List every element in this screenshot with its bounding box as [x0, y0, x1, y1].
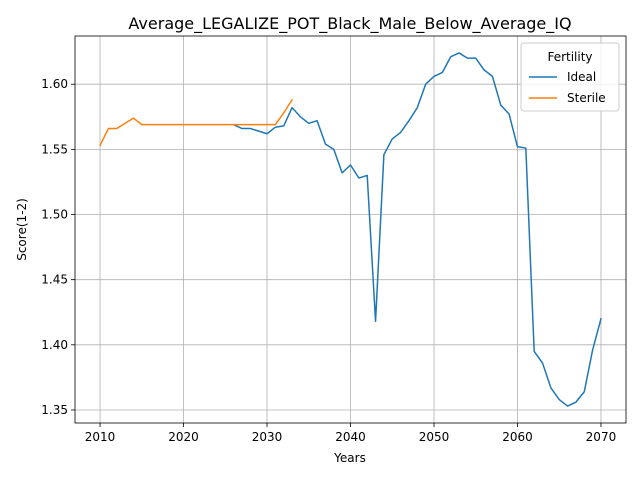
x-tick-label: 2050: [419, 430, 450, 444]
x-tick-label: 2070: [586, 430, 617, 444]
x-tick-label: 2030: [252, 430, 283, 444]
gridlines: [75, 36, 626, 423]
y-tick-label: 1.45: [41, 273, 68, 287]
legend-label-ideal: Ideal: [567, 70, 596, 84]
y-axis-label: Score(1-2): [15, 198, 29, 261]
x-tick-label: 2020: [168, 430, 199, 444]
legend: Fertility Ideal Sterile: [520, 42, 620, 112]
legend-label-sterile: Sterile: [567, 91, 606, 105]
legend-box: [520, 42, 620, 112]
y-tick-label: 1.40: [41, 338, 68, 352]
axis-ticks: 2010 2020 2030 2040 2050 2060 2070 1.35 1.40 1.45…: [41, 77, 616, 444]
y-tick-label: 1.55: [41, 142, 68, 156]
x-tick-label: 2040: [335, 430, 366, 444]
y-tick-label: 1.60: [41, 77, 68, 91]
x-tick-label: 2010: [85, 430, 116, 444]
chart-title: Average_LEGALIZE_POT_Black_Male_Below_Av…: [128, 14, 571, 34]
series-line-sterile: [99, 98, 294, 147]
x-axis-label: Years: [333, 451, 366, 465]
series-line-ideal: [232, 52, 602, 407]
x-tick-label: 2060: [502, 430, 533, 444]
y-tick-label: 1.35: [41, 403, 68, 417]
legend-title: Fertility: [547, 50, 592, 64]
y-tick-label: 1.50: [41, 208, 68, 222]
series-lines: [99, 52, 602, 407]
